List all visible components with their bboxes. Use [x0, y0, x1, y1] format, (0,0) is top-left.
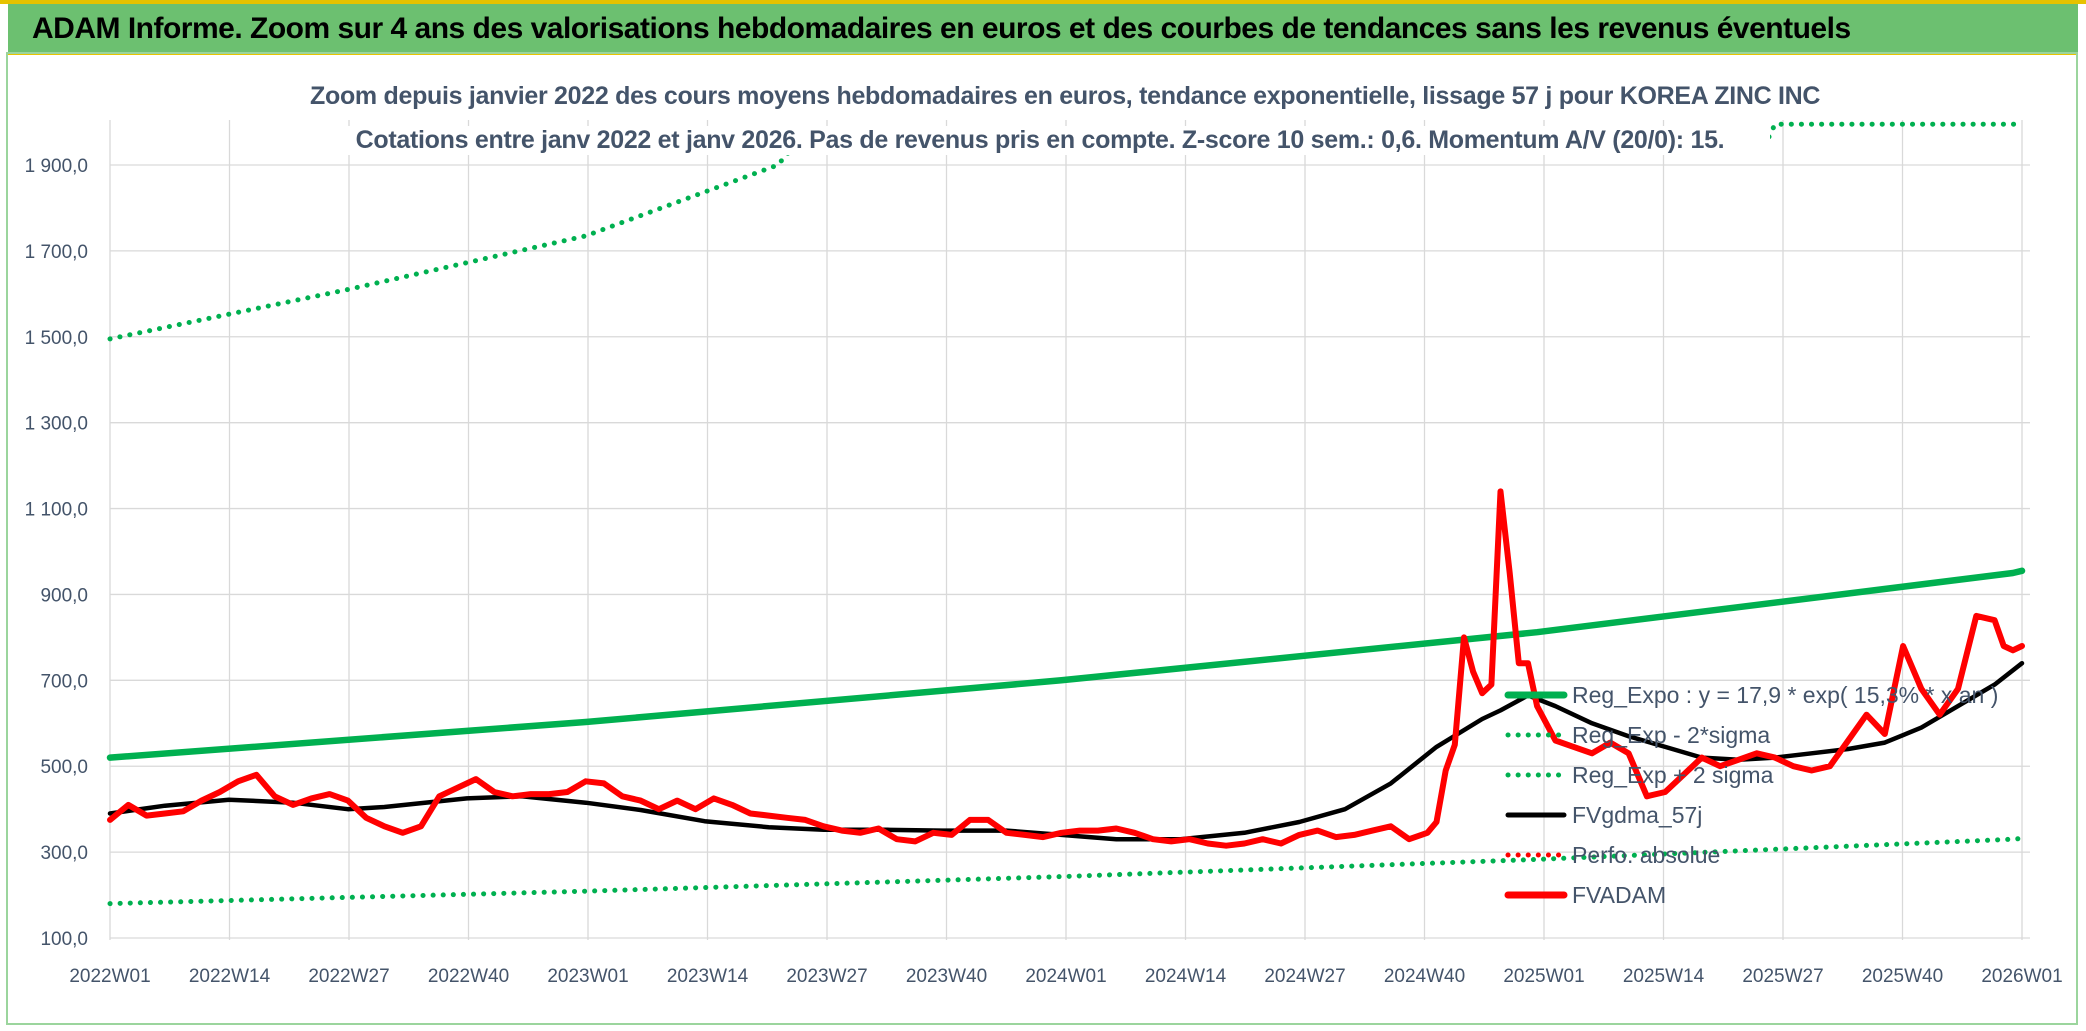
y-tick-label: 500,0	[40, 757, 88, 778]
series-layer	[106, 121, 2026, 907]
y-tick-label: 700,0	[40, 671, 88, 692]
grid-lines	[109, 120, 2030, 940]
y-tick-label: 900,0	[40, 585, 88, 606]
x-tick-label: 2026W01	[1981, 966, 2062, 987]
series-line-reg_expo	[106, 567, 2026, 761]
x-tick-label: 2024W40	[1384, 966, 1465, 987]
series-line-reg_exp	[107, 835, 2025, 907]
x-tick-label: 2022W27	[308, 966, 389, 987]
legend-label: Perfo. absolue	[1572, 842, 1720, 868]
legend-label: Reg_Exp + 2 sigma	[1572, 762, 1774, 788]
legend-label: FVADAM	[1572, 882, 1666, 908]
y-tick-label: 1 300,0	[25, 414, 88, 435]
chart-frame	[6, 52, 2078, 1025]
x-tick-label: 2024W14	[1145, 966, 1227, 987]
legend-label: Reg_Expo : y = 17,9 * exp( 15,3% * x an …	[1572, 682, 1998, 708]
chart-title: Zoom depuis janvier 2022 des cours moyen…	[310, 82, 1821, 111]
y-tick-label: 100,0	[40, 929, 88, 950]
y-tick-label: 1 500,0	[25, 328, 88, 349]
y-axis-tick-labels: 100,0 300,0 500,0 700,0 900,0 1 100,0 1 300,0 1…	[25, 156, 88, 950]
y-tick-label: 1 900,0	[25, 156, 88, 177]
x-tick-label: 2022W40	[428, 966, 509, 987]
y-tick-label: 300,0	[40, 843, 88, 864]
x-axis-tick-labels: 2022W01 2022W14 2022W27 2022W40 2023W01 2023W…	[69, 966, 2062, 987]
report-title: ADAM Informe. Zoom sur 4 ans des valoris…	[32, 12, 1851, 45]
x-tick-label: 2023W27	[786, 966, 867, 987]
x-tick-label: 2023W01	[547, 966, 628, 987]
x-tick-label: 2022W14	[189, 966, 271, 987]
x-tick-label: 2022W01	[69, 966, 150, 987]
x-tick-label: 2025W01	[1503, 966, 1584, 987]
legend-label: FVgdma_57j	[1572, 802, 1702, 828]
legend-label: Reg_Exp - 2*sigma	[1572, 722, 1770, 748]
chart-subtitle: Cotations entre janv 2022 et janv 2026. …	[310, 126, 1770, 155]
legend: Reg_Expo : y = 17,9 * exp( 15,3% * x an …	[1504, 682, 1998, 908]
series-line-fvadam	[107, 488, 2025, 849]
x-tick-label: 2023W40	[906, 966, 987, 987]
x-tick-label: 2024W01	[1025, 966, 1106, 987]
x-tick-label: 2025W14	[1623, 966, 1705, 987]
top-border	[0, 0, 2086, 4]
x-tick-label: 2025W40	[1862, 966, 1943, 987]
x-tick-label: 2023W14	[667, 966, 749, 987]
header-bar: ADAM Informe. Zoom sur 4 ans des valoris…	[8, 4, 2078, 55]
y-tick-label: 1 100,0	[25, 500, 88, 521]
y-tick-label: 1 700,0	[25, 242, 88, 263]
x-tick-label: 2025W27	[1742, 966, 1823, 987]
x-tick-label: 2024W27	[1264, 966, 1345, 987]
